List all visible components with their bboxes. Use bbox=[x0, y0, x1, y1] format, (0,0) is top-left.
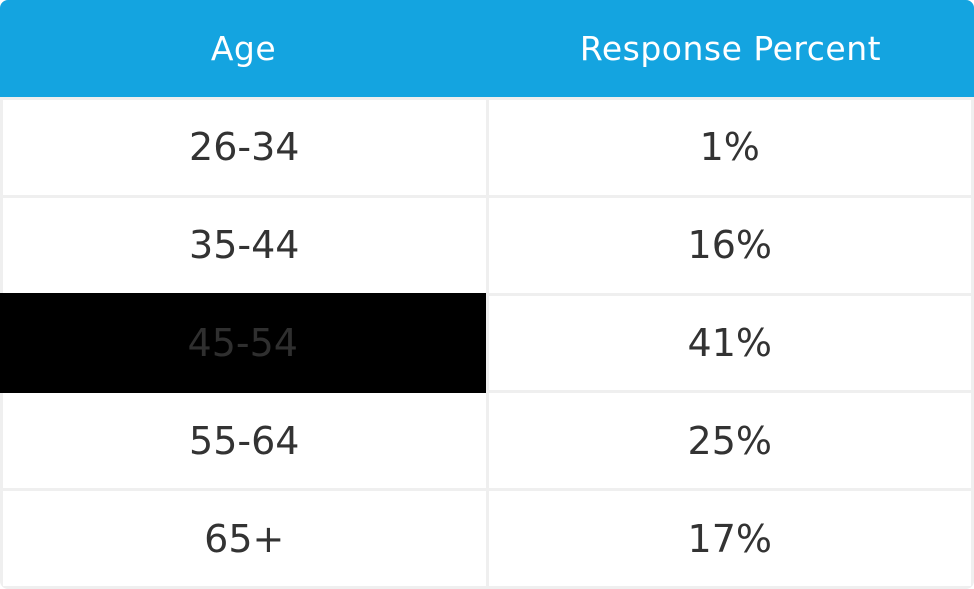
age-cell: 26-34 bbox=[3, 100, 486, 195]
table-header-row: Age Response Percent bbox=[0, 0, 974, 97]
age-cell: 35-44 bbox=[3, 197, 486, 293]
table-body: 26-34 1% 35-44 16% 45-54 41% 55-64 25% 6… bbox=[0, 97, 974, 589]
age-cell: 55-64 bbox=[3, 393, 486, 489]
column-header-age: Age bbox=[210, 29, 277, 68]
percent-cell: 16% bbox=[488, 197, 971, 293]
percent-cell: 25% bbox=[488, 393, 971, 489]
column-header-response-percent: Response Percent bbox=[579, 29, 882, 68]
percent-cell: 17% bbox=[488, 491, 971, 586]
age-cell: 65+ bbox=[3, 491, 486, 586]
age-cell-redacted: 45-54 bbox=[0, 292, 486, 394]
percent-cell: 1% bbox=[488, 100, 971, 195]
percent-cell: 41% bbox=[488, 295, 971, 391]
